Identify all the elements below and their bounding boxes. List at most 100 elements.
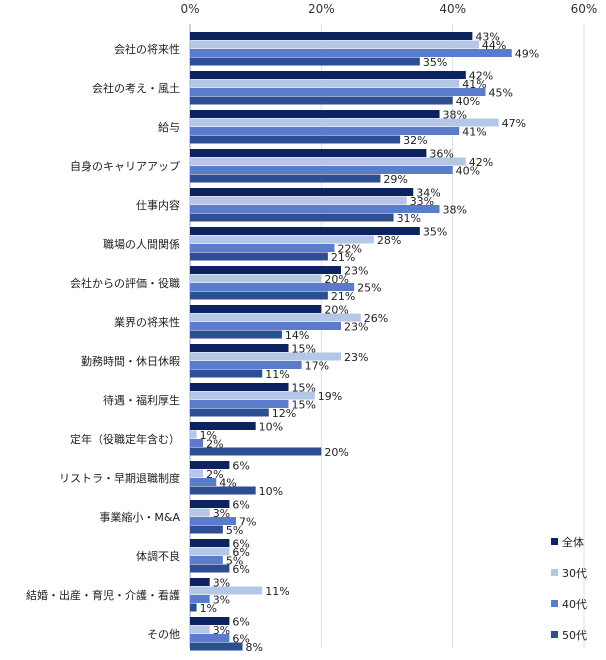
category-label: 定年（役職定年含む） <box>70 432 180 446</box>
data-label: 3% <box>213 624 230 637</box>
data-label: 15% <box>292 381 316 394</box>
data-label: 21% <box>331 251 355 264</box>
data-label: 32% <box>403 134 427 147</box>
data-label: 35% <box>423 56 447 69</box>
category-label: 会社からの評価・役職 <box>70 276 180 290</box>
data-label: 22% <box>337 242 361 255</box>
data-label: 17% <box>305 359 329 372</box>
bar <box>190 227 420 235</box>
data-label: 47% <box>502 117 526 130</box>
data-label: 3% <box>213 576 230 589</box>
data-label: 43% <box>475 30 499 43</box>
data-labels: 43%44%49%35%42%41%45%40%38%47%41%32%36%4… <box>200 30 540 654</box>
bar <box>190 447 322 456</box>
data-label: 44% <box>482 39 506 52</box>
x-tick-label: 60% <box>571 2 598 16</box>
bar <box>190 586 263 595</box>
data-label: 38% <box>443 108 467 121</box>
legend-label: 全体 <box>562 535 584 549</box>
legend-swatch <box>551 538 558 545</box>
bar <box>190 40 479 49</box>
category-label: 勤務時間・休日休暇 <box>81 354 180 368</box>
bar <box>190 408 269 417</box>
data-label: 41% <box>462 78 486 91</box>
x-tick-label: 0% <box>180 2 199 16</box>
data-label: 2% <box>206 468 223 481</box>
data-label: 21% <box>331 290 355 303</box>
data-label: 12% <box>272 407 296 420</box>
data-label: 20% <box>324 273 348 286</box>
data-label: 6% <box>232 546 249 559</box>
data-label: 7% <box>239 515 256 528</box>
data-label: 6% <box>232 632 249 645</box>
bar <box>190 595 210 603</box>
bar <box>190 625 210 634</box>
bar <box>190 391 315 400</box>
bar <box>190 642 243 651</box>
data-label: 3% <box>213 507 230 520</box>
bar <box>190 32 473 40</box>
data-label: 6% <box>232 537 249 550</box>
legend-swatch <box>551 569 558 576</box>
bar <box>190 96 453 105</box>
data-label: 29% <box>383 173 407 186</box>
category-label: 会社の考え・風土 <box>92 81 180 95</box>
category-label: 給与 <box>158 120 180 134</box>
legend-label: 30代 <box>562 567 587 580</box>
data-label: 49% <box>515 47 539 60</box>
data-label: 15% <box>292 398 316 411</box>
bar <box>190 135 401 144</box>
data-label: 20% <box>324 446 348 459</box>
bars <box>190 32 512 651</box>
data-label: 34% <box>416 186 440 199</box>
data-label: 42% <box>469 156 493 169</box>
bar <box>190 305 322 313</box>
data-label: 26% <box>364 312 388 325</box>
bar <box>190 525 223 534</box>
bar <box>190 603 197 612</box>
bar <box>190 174 381 183</box>
bar <box>190 127 460 135</box>
bar <box>190 469 204 478</box>
data-label: 1% <box>200 429 217 442</box>
bar <box>190 508 210 517</box>
bar <box>190 322 342 330</box>
legend-label: 40代 <box>562 598 587 611</box>
data-label: 25% <box>357 281 381 294</box>
bar <box>190 344 289 352</box>
data-label: 6% <box>232 563 249 576</box>
bar <box>190 291 328 300</box>
category-label: その他 <box>147 628 180 641</box>
data-label: 45% <box>489 86 513 99</box>
bar <box>190 564 230 573</box>
bar <box>190 556 223 564</box>
category-label: 仕事内容 <box>136 198 180 212</box>
data-label: 11% <box>265 368 289 381</box>
bar <box>190 578 210 586</box>
category-label: 結婚・出産・育児・介護・看護 <box>26 588 180 602</box>
legend-label: 50代 <box>562 629 587 642</box>
bar <box>190 244 335 252</box>
data-label: 28% <box>377 234 401 247</box>
data-label: 40% <box>456 164 480 177</box>
bar <box>190 439 204 447</box>
category-label: リストラ・早期退職制度 <box>59 471 180 485</box>
data-label: 3% <box>213 593 230 606</box>
bar <box>190 49 512 57</box>
category-label: 業界の将来性 <box>114 315 180 329</box>
legend-swatch <box>551 600 558 607</box>
category-label: 自身のキャリアアップ <box>70 159 180 173</box>
bar <box>190 539 230 547</box>
bar <box>190 149 427 157</box>
bar <box>190 330 282 339</box>
data-label: 36% <box>429 147 453 160</box>
bar <box>190 461 230 469</box>
bar <box>190 313 361 322</box>
data-label: 38% <box>443 203 467 216</box>
data-label: 6% <box>232 459 249 472</box>
data-label: 20% <box>324 303 348 316</box>
legend-swatch <box>551 631 558 638</box>
category-label: 職場の人間関係 <box>103 238 180 251</box>
bar <box>190 79 460 88</box>
